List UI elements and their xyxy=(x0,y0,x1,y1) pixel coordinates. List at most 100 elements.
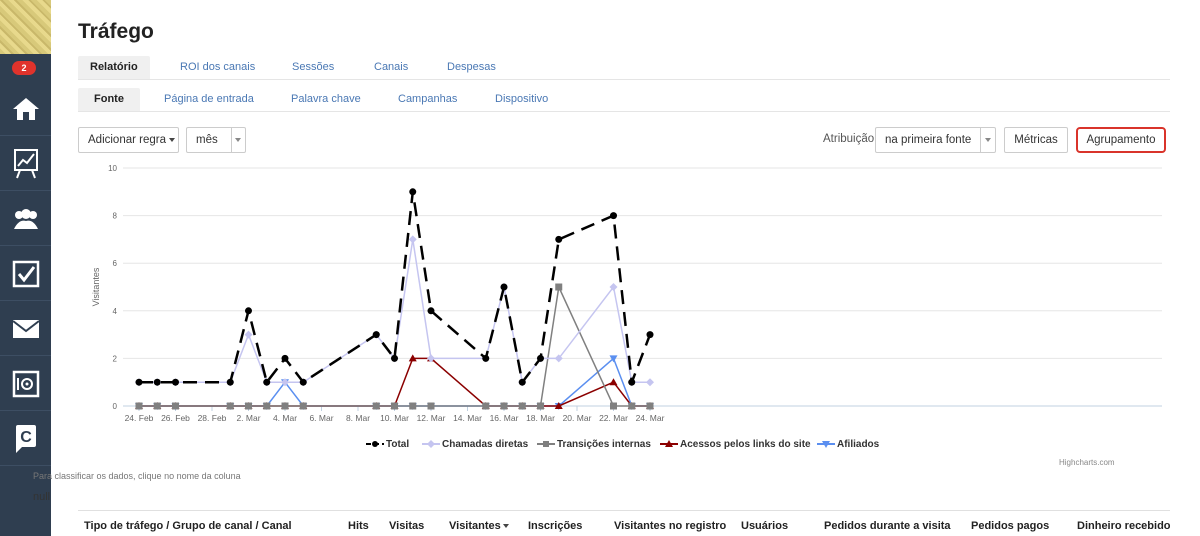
tab-dispositivo[interactable]: Dispositivo xyxy=(495,93,549,105)
th-tipo-de-trafego[interactable]: Tipo de tráfego / Grupo de canal / Canal xyxy=(84,520,292,532)
grouping-button[interactable]: Agrupamento xyxy=(1076,127,1166,153)
x-tick-label: 24. Mar xyxy=(636,413,665,423)
period-value: mês xyxy=(196,134,218,146)
select-divider xyxy=(231,128,232,152)
th-visitantes[interactable]: Visitantes xyxy=(449,520,509,532)
notification-badge[interactable]: 2 xyxy=(12,61,36,75)
data-point xyxy=(537,402,544,410)
data-point xyxy=(281,378,289,387)
data-point xyxy=(135,378,143,386)
legend-label-afiliados: Afiliados xyxy=(837,439,880,450)
table-header: Tipo de tráfego / Grupo de canal / Canal… xyxy=(78,510,1171,536)
data-point xyxy=(408,354,417,362)
tab-sessoes[interactable]: Sessões xyxy=(292,61,335,73)
data-point xyxy=(299,402,307,410)
svg-text:C: C xyxy=(20,429,32,446)
sort-hint: Para classificar os dados, clique no nom… xyxy=(33,471,241,481)
data-point xyxy=(153,402,161,410)
chevron-down-icon xyxy=(235,138,241,142)
x-tick-label: 20. Mar xyxy=(563,413,592,423)
legend-transicoes-marker xyxy=(537,441,555,447)
data-point xyxy=(610,212,617,220)
th-dinheiro-recebido[interactable]: Dinheiro recebido xyxy=(1077,520,1171,532)
chart-board-icon[interactable] xyxy=(0,137,51,191)
highcharts-credit[interactable]: Highcharts.com xyxy=(1059,458,1115,467)
data-point xyxy=(482,354,490,362)
mail-icon[interactable] xyxy=(0,302,51,356)
data-point xyxy=(537,354,544,362)
attribution-select[interactable]: na primeira fonte xyxy=(875,127,996,153)
y-tick-label: 8 xyxy=(113,212,118,221)
data-point xyxy=(609,283,618,291)
tab-despesas[interactable]: Despesas xyxy=(447,61,496,73)
data-point xyxy=(482,402,490,410)
x-tick-label: 24. Feb xyxy=(125,413,154,423)
data-point xyxy=(646,402,654,410)
legend-item-total[interactable]: Total xyxy=(366,439,410,450)
series-line-0 xyxy=(139,191,652,386)
tab-roi-dos-canais[interactable]: ROI dos canais xyxy=(180,61,256,73)
y-axis-label: Visitantes xyxy=(91,267,101,306)
tab-palavra-chave[interactable]: Palavra chave xyxy=(291,93,361,105)
data-point xyxy=(555,235,563,243)
x-tick-label: 10. Mar xyxy=(380,413,409,423)
th-visitas[interactable]: Visitas xyxy=(389,520,425,532)
legend-item-acessos-links[interactable]: Acessos pelos links do site xyxy=(660,439,811,450)
null-text: null xyxy=(33,491,51,503)
th-pedidos-durante-visita[interactable]: Pedidos durante a visita xyxy=(824,520,951,532)
data-point xyxy=(372,402,380,410)
legend-label-total: Total xyxy=(386,439,410,450)
legend-item-transicoes-internas[interactable]: Transições internas xyxy=(537,439,651,450)
period-select[interactable]: mês xyxy=(186,127,246,153)
x-tick-label: 4. Mar xyxy=(273,413,297,423)
data-point xyxy=(245,402,252,410)
legend-label-transicoes-internas: Transições internas xyxy=(557,439,651,450)
checkbox-icon[interactable] xyxy=(0,247,51,301)
x-tick-label: 26. Feb xyxy=(161,413,190,423)
tab-relatorio[interactable]: Relatório xyxy=(78,56,150,79)
th-pedidos-pagos[interactable]: Pedidos pagos xyxy=(971,520,1050,532)
data-point xyxy=(299,378,307,386)
legend-item-chamadas-diretas[interactable]: Chamadas diretas xyxy=(422,439,528,450)
data-point xyxy=(500,283,508,291)
data-point xyxy=(172,378,179,386)
legend-acessos-marker xyxy=(660,440,678,447)
y-tick-label: 4 xyxy=(113,307,118,316)
th-visitantes-label: Visitantes xyxy=(449,520,501,532)
attribution-value: na primeira fonte xyxy=(885,134,972,146)
data-point xyxy=(427,354,435,363)
brand-c-icon[interactable]: C xyxy=(0,412,51,466)
data-point xyxy=(281,402,289,410)
data-point xyxy=(391,354,398,362)
sidebar: 2 C xyxy=(0,0,51,536)
data-point xyxy=(244,330,253,339)
x-tick-label: 28. Feb xyxy=(198,413,227,423)
data-point xyxy=(153,378,161,386)
users-icon[interactable] xyxy=(0,192,51,246)
th-inscricoes[interactable]: Inscrições xyxy=(528,520,583,532)
traffic-line-chart: 0 2 4 6 8 10 Visitantes 24. Feb 26. Feb 28. Feb 2.… xyxy=(91,164,1162,423)
data-point xyxy=(372,331,380,339)
x-tick-label: 8. Mar xyxy=(346,413,370,423)
tab-pagina-de-entrada[interactable]: Página de entrada xyxy=(164,93,254,105)
th-hits[interactable]: Hits xyxy=(348,520,369,532)
sort-desc-icon xyxy=(502,524,509,529)
account-avatar[interactable] xyxy=(0,0,51,54)
legend-item-afiliados[interactable]: Afiliados xyxy=(817,439,880,450)
x-tick-label: 22. Mar xyxy=(599,413,628,423)
add-rule-button[interactable]: Adicionar regra xyxy=(78,127,179,153)
tab-campanhas[interactable]: Campanhas xyxy=(398,93,458,105)
data-point xyxy=(427,307,435,315)
th-visitantes-no-registro[interactable]: Visitantes no registro xyxy=(614,520,727,532)
tab-fonte[interactable]: Fonte xyxy=(78,88,140,111)
tab-canais[interactable]: Canais xyxy=(374,61,409,73)
th-usuarios[interactable]: Usuários xyxy=(741,520,789,532)
metrics-button[interactable]: Métricas xyxy=(1004,127,1068,153)
chevron-down-icon xyxy=(985,138,991,142)
secondary-tabs: Fonte Página de entrada Palavra chave Ca… xyxy=(78,88,1170,112)
add-rule-label: Adicionar regra xyxy=(88,134,166,146)
data-point xyxy=(518,402,526,410)
safe-icon[interactable] xyxy=(0,357,51,411)
home-icon[interactable] xyxy=(0,82,51,136)
data-point xyxy=(172,402,179,410)
